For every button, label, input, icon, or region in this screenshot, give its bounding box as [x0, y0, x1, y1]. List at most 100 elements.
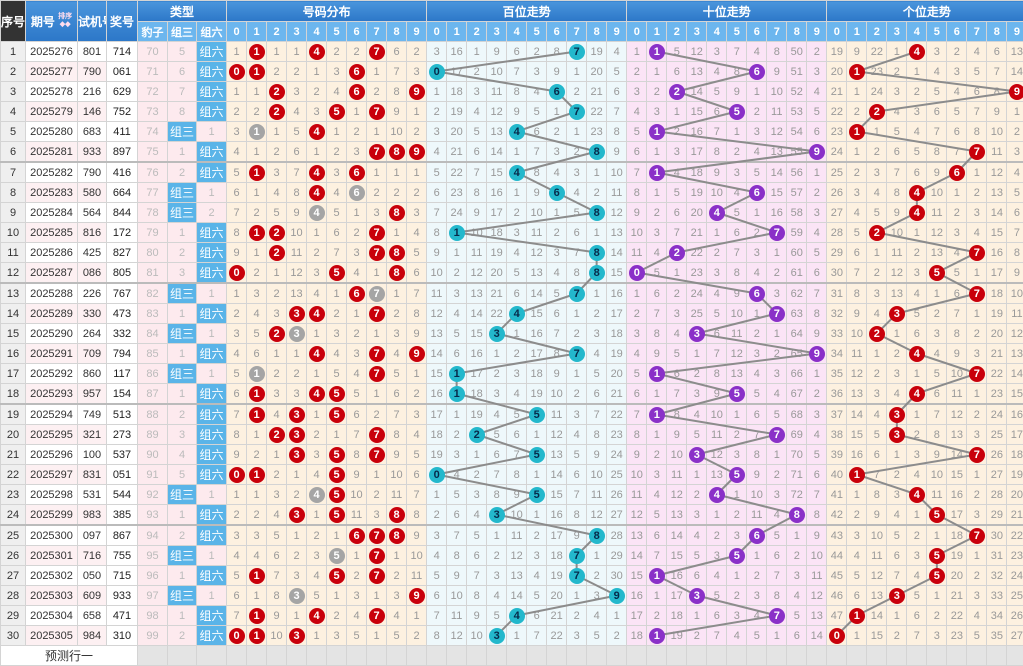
units-cell: 2 [1007, 122, 1023, 142]
hund-cell: 8 [587, 203, 607, 223]
tens-cell: 4 [707, 485, 727, 505]
predict-cell[interactable] [747, 646, 767, 666]
predict-cell[interactable] [647, 646, 667, 666]
predict-cell[interactable] [347, 646, 367, 666]
tens-cell: 14 [807, 626, 827, 646]
tens-cell: 3 [727, 606, 747, 626]
units-cell: 9 [847, 42, 867, 62]
draw-number: 755 [107, 546, 138, 566]
predict-cell[interactable] [627, 646, 647, 666]
hund-cell: 22 [587, 102, 607, 122]
tens-cell: 3 [707, 546, 727, 566]
hund-cell: 6 [567, 465, 587, 485]
tens-cell: 3 [727, 162, 747, 183]
predict-cell[interactable] [307, 646, 327, 666]
predict-cell[interactable] [687, 646, 707, 666]
predict-cell[interactable] [887, 646, 907, 666]
predict-cell[interactable] [667, 646, 687, 666]
predict-cell[interactable] [807, 646, 827, 666]
predict-cell[interactable] [487, 646, 507, 666]
tens-cell: 8 [627, 425, 647, 445]
type-zusan-miss: 4 [168, 445, 197, 465]
predict-cell[interactable] [168, 646, 197, 666]
dist-cell: 7 [227, 404, 247, 425]
tens-cell: 2 [727, 505, 747, 526]
tens-cell: 52 [787, 82, 807, 102]
tens-hit-ball: 1 [649, 628, 665, 644]
hund-cell: 2 [567, 82, 587, 102]
predict-cell[interactable] [447, 646, 467, 666]
type-baozi-miss: 89 [138, 425, 168, 445]
tens-cell: 56 [787, 162, 807, 183]
hund-cell: 19 [427, 445, 447, 465]
predict-cell[interactable] [907, 646, 927, 666]
predict-cell[interactable] [767, 646, 787, 666]
units-hit-ball: 4 [909, 185, 925, 201]
predict-cell[interactable] [947, 646, 967, 666]
predict-cell[interactable] [827, 646, 847, 666]
units-cell: 28 [827, 223, 847, 243]
type-zusan-miss: 1 [168, 505, 197, 526]
predict-cell[interactable] [197, 646, 227, 666]
dist-cell: 4 [287, 102, 307, 122]
units-cell: 4 [967, 42, 987, 62]
predict-cell[interactable] [567, 646, 587, 666]
predict-cell[interactable] [967, 646, 987, 666]
tens-cell: 2 [667, 82, 687, 102]
predict-cell[interactable] [507, 646, 527, 666]
hund-hit-ball: 4 [509, 608, 525, 624]
predict-cell[interactable] [987, 646, 1007, 666]
type-baozi-miss: 99 [138, 626, 168, 646]
tens-cell: 2 [807, 183, 827, 203]
hund-cell: 5 [567, 203, 587, 223]
predict-cell[interactable] [247, 646, 267, 666]
predict-cell[interactable] [367, 646, 387, 666]
sort-button[interactable]: 排序◆◆ [58, 13, 72, 29]
units-cell: 30 [827, 263, 847, 284]
dist-cell: 5 [347, 626, 367, 646]
dist-cell: 9 [227, 445, 247, 465]
units-cell: 5 [1007, 183, 1023, 203]
dist-cell: 11 [347, 505, 367, 526]
type-zuliu-hit: 组六 [197, 243, 227, 263]
draw-number: 714 [107, 42, 138, 62]
dist-hit-ball: 3 [289, 628, 305, 644]
predict-cell[interactable] [527, 646, 547, 666]
hund-cell: 11 [507, 525, 527, 546]
predict-cell[interactable] [607, 646, 627, 666]
predict-cell[interactable] [327, 646, 347, 666]
predict-cell[interactable] [727, 646, 747, 666]
dist-cell: 3 [367, 203, 387, 223]
type-baozi-miss: 94 [138, 525, 168, 546]
test-number: 050 [78, 566, 107, 586]
units-cell: 11 [947, 384, 967, 405]
predict-cell[interactable] [227, 646, 247, 666]
predict-cell[interactable] [427, 646, 447, 666]
predict-cell[interactable] [467, 646, 487, 666]
units-cell: 19 [947, 546, 967, 566]
predict-cell[interactable] [547, 646, 567, 666]
predict-cell[interactable] [587, 646, 607, 666]
dist-cell: 2 [407, 626, 427, 646]
predict-cell[interactable] [1007, 646, 1023, 666]
predict-cell[interactable] [287, 646, 307, 666]
predict-cell[interactable] [787, 646, 807, 666]
header-issue[interactable]: 期号 排序◆◆ [26, 1, 78, 42]
dist-cell: 1 [247, 566, 267, 586]
type-baozi-miss: 77 [138, 183, 168, 203]
predict-cell[interactable] [707, 646, 727, 666]
dist-cell: 1 [367, 384, 387, 405]
tens-hit-ball: 1 [649, 165, 665, 181]
issue-number: 2025281 [26, 142, 78, 163]
predict-cell[interactable] [847, 646, 867, 666]
predict-cell[interactable] [267, 646, 287, 666]
predict-cell[interactable] [867, 646, 887, 666]
dist-cell: 2 [387, 183, 407, 203]
predict-cell[interactable] [407, 646, 427, 666]
predict-cell[interactable] [138, 646, 168, 666]
predict-cell[interactable] [927, 646, 947, 666]
test-number: 425 [78, 243, 107, 263]
header-tens-digit-1: 1 [647, 22, 667, 42]
predict-cell[interactable] [387, 646, 407, 666]
hund-cell: 4 [447, 304, 467, 324]
